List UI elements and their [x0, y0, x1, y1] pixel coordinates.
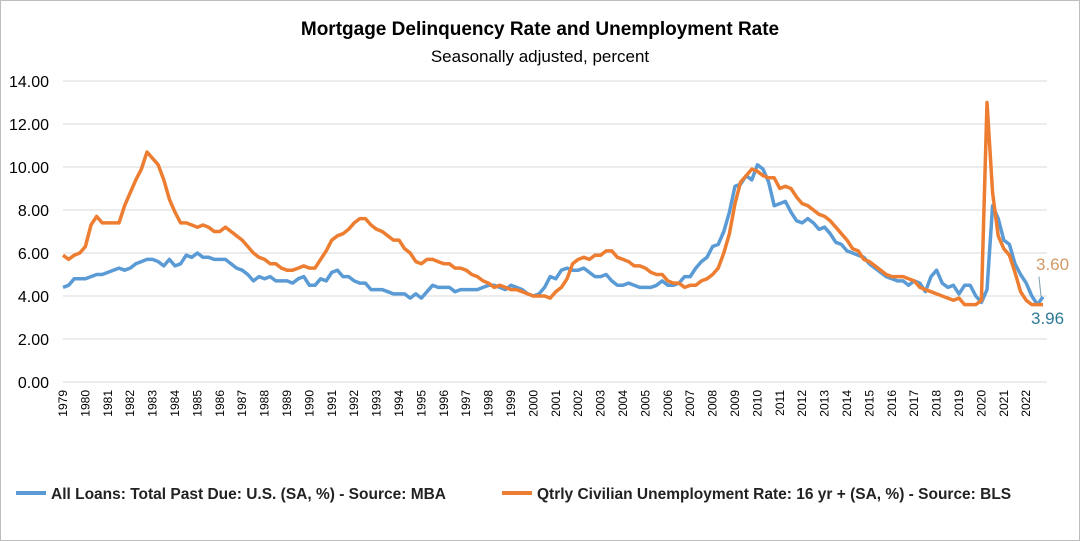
y-tick-label: 4.00: [18, 289, 49, 306]
x-tick-label: 2008: [706, 390, 720, 417]
x-tick-label: 2012: [795, 390, 809, 417]
x-tick-label: 2020: [974, 390, 988, 417]
chart-subtitle: Seasonally adjusted, percent: [431, 47, 650, 66]
y-tick-label: 6.00: [18, 246, 49, 263]
x-tick-label: 1982: [123, 390, 137, 417]
x-tick-label: 2013: [818, 390, 832, 417]
x-tick-label: 2018: [930, 390, 944, 417]
x-tick-label: 1979: [56, 390, 70, 417]
x-tick-label: 1983: [146, 390, 160, 417]
y-tick-label: 2.00: [18, 332, 49, 349]
x-tick-label: 2004: [616, 390, 630, 417]
y-tick-label: 8.00: [18, 203, 49, 220]
x-tick-label: 2002: [571, 390, 585, 417]
end-label-delinquency: 3.96: [1031, 309, 1064, 328]
y-tick-label: 12.00: [9, 117, 49, 134]
x-tick-label: 2003: [594, 390, 608, 417]
x-tick-label: 1986: [213, 390, 227, 417]
x-tick-label: 1993: [370, 390, 384, 417]
y-tick-label: 14.00: [9, 74, 49, 91]
x-tick-label: 1981: [101, 390, 115, 417]
end-label-unemployment: 3.60: [1036, 255, 1069, 274]
x-tick-label: 1999: [504, 390, 518, 417]
x-tick-label: 2019: [952, 390, 966, 417]
x-tick-label: 1991: [325, 390, 339, 417]
x-tick-label: 2015: [862, 390, 876, 417]
leader-line: [1038, 276, 1042, 297]
x-tick-label: 2010: [750, 390, 764, 417]
x-tick-label: 2022: [1019, 390, 1033, 417]
x-tick-label: 2005: [638, 390, 652, 417]
x-tick-label: 1990: [302, 390, 316, 417]
x-tick-label: 2009: [728, 390, 742, 417]
y-tick-label: 10.00: [9, 160, 49, 177]
x-tick-label: 1994: [392, 390, 406, 417]
x-tick-label: 1996: [437, 390, 451, 417]
x-tick-label: 2016: [885, 390, 899, 417]
x-tick-label: 1997: [459, 390, 473, 417]
x-tick-label: 2011: [773, 390, 787, 416]
chart-title: Mortgage Delinquency Rate and Unemployme…: [301, 19, 779, 40]
x-tick-label: 2006: [661, 390, 675, 417]
x-tick-label: 2021: [997, 390, 1011, 417]
x-tick-label: 1995: [414, 390, 428, 417]
y-tick-label: 0.00: [18, 375, 49, 392]
x-tick-label: 1988: [258, 390, 272, 417]
x-tick-label: 1992: [347, 390, 361, 417]
x-tick-label: 1989: [280, 390, 294, 417]
legend-label: All Loans: Total Past Due: U.S. (SA, %) …: [51, 486, 446, 503]
x-tick-label: 2000: [526, 390, 540, 417]
x-tick-label: 1985: [190, 390, 204, 417]
series-line-delinquency: [62, 163, 1045, 307]
x-tick-label: 1984: [168, 390, 182, 417]
x-tick-label: 2007: [683, 390, 697, 417]
x-tick-label: 2001: [549, 390, 563, 417]
x-tick-label: 2017: [907, 390, 921, 417]
x-tick-label: 1987: [235, 390, 249, 417]
x-tick-label: 1998: [482, 390, 496, 417]
x-tick-label: 2014: [840, 390, 854, 417]
series-line-unemployment: [61, 100, 1043, 307]
x-tick-label: 1980: [78, 390, 92, 417]
legend-label: Qtrly Civilian Unemployment Rate: 16 yr …: [537, 486, 1011, 503]
